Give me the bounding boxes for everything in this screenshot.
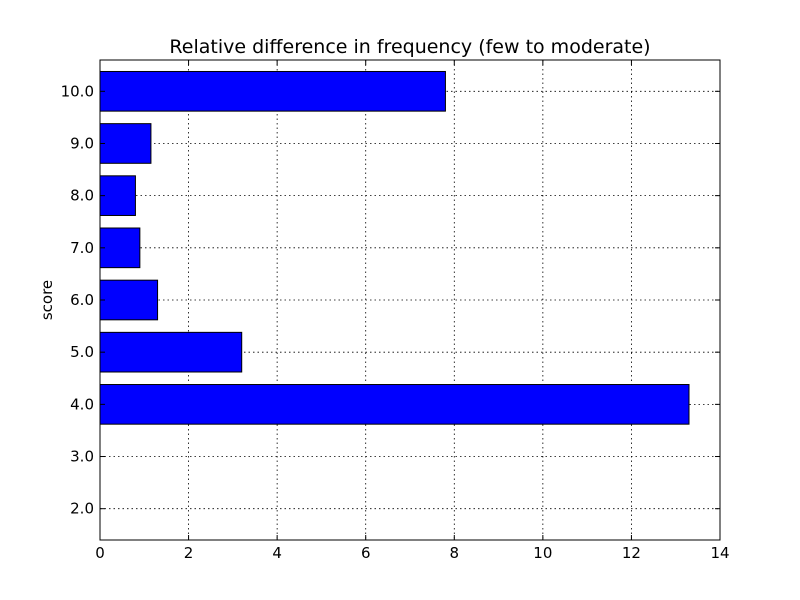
y-tick-label: 9.0 (70, 134, 94, 152)
x-tick-label: 2 (184, 544, 194, 562)
y-tick-label: 10.0 (61, 82, 94, 100)
x-tick-label: 14 (710, 544, 729, 562)
bar-score-4-0 (99, 384, 690, 425)
grid-lines (100, 60, 720, 540)
x-tick-label: 6 (361, 544, 371, 562)
bar-score-5-0 (99, 331, 243, 373)
bar-score-7-0 (99, 227, 141, 269)
bar-score-8-0 (99, 175, 136, 216)
x-tick-label: 0 (95, 544, 105, 562)
y-tick-label: 4.0 (70, 395, 94, 413)
bar-score-10-0 (99, 70, 446, 112)
chart-title: Relative difference in frequency (few to… (169, 36, 650, 58)
y-tick-labels: 2.0 3.0 4.0 5.0 6.0 7.0 8.0 9.0 10.0 (61, 82, 94, 517)
x-tick-label: 8 (450, 544, 460, 562)
x-tick-labels: 0 2 4 6 8 10 12 14 (95, 544, 729, 562)
y-tick-label: 8.0 (70, 187, 94, 205)
x-tick-label: 12 (622, 544, 641, 562)
y-tick-label: 6.0 (70, 291, 94, 309)
y-tick-label: 2.0 (70, 500, 94, 518)
bar-score-6-0 (99, 279, 159, 321)
y-tick-label: 3.0 (70, 448, 94, 466)
y-tick-label: 5.0 (70, 343, 94, 361)
y-tick-label: 7.0 (70, 239, 94, 257)
bar-score-9-0 (99, 123, 152, 164)
x-tick-label: 10 (533, 544, 552, 562)
ticks (99, 60, 721, 540)
y-axis-label: score (38, 280, 56, 320)
x-tick-label: 4 (272, 544, 282, 562)
